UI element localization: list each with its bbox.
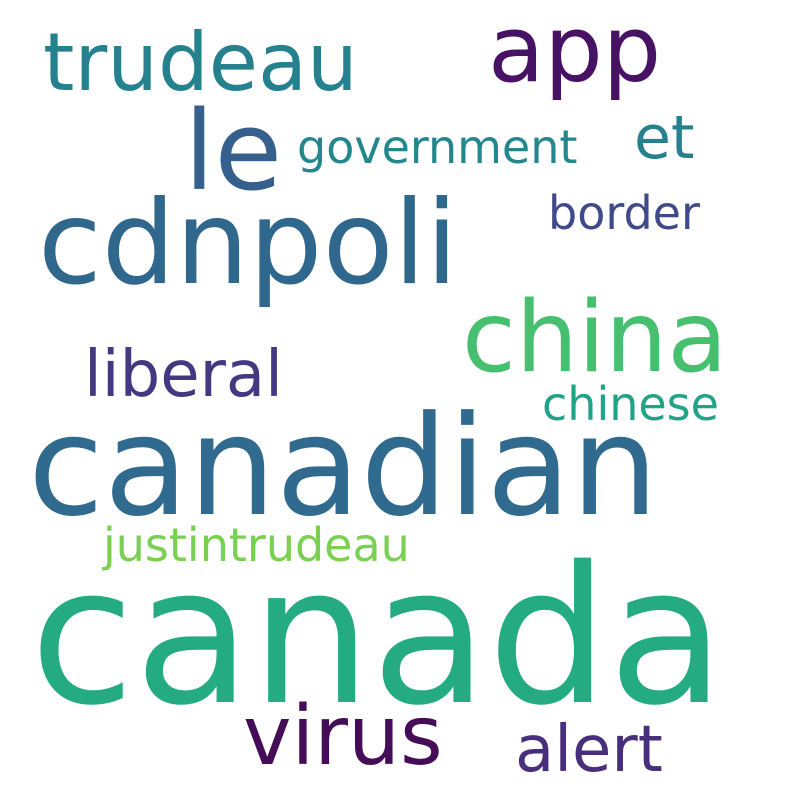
word-justintrudeau: justintrudeau (103, 518, 410, 572)
word-chinese: chinese (542, 377, 719, 431)
word-le: le (184, 87, 283, 215)
word-liberal: liberal (84, 338, 283, 412)
word-et: et (634, 103, 695, 173)
word-canada: canada (30, 526, 725, 747)
word-app: app (488, 0, 662, 103)
word-virus: virus (243, 689, 443, 784)
word-canadian: canadian (28, 386, 659, 547)
word-trudeau: trudeau (43, 16, 358, 109)
word-alert: alert (515, 713, 663, 787)
word-china: china (462, 281, 728, 395)
word-government: government (297, 120, 578, 174)
word-border: border (548, 186, 700, 240)
word-cdnpoli: cdnpoli (38, 176, 458, 311)
